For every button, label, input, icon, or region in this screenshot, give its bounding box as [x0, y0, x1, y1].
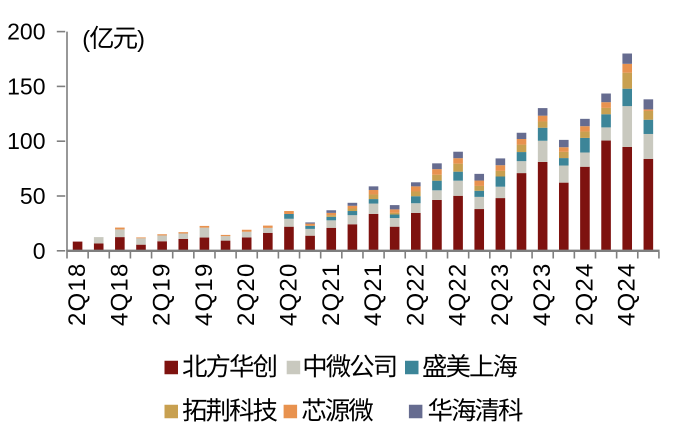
svg-text:2Q21: 2Q21 — [318, 263, 345, 327]
svg-text:2Q23: 2Q23 — [487, 263, 514, 327]
svg-text:): ) — [137, 26, 145, 52]
svg-text:2Q20: 2Q20 — [233, 263, 260, 327]
svg-text:2Q19: 2Q19 — [149, 263, 176, 327]
svg-text:50: 50 — [20, 183, 46, 209]
svg-text:4Q18: 4Q18 — [106, 263, 133, 327]
svg-text:2Q24: 2Q24 — [571, 263, 598, 327]
svg-text:100: 100 — [7, 128, 45, 154]
svg-text:200: 200 — [7, 19, 45, 45]
svg-text:4Q24: 4Q24 — [614, 263, 641, 327]
svg-text:4Q20: 4Q20 — [275, 263, 302, 327]
svg-text:2Q22: 2Q22 — [402, 263, 429, 327]
svg-text:(: ( — [82, 26, 90, 52]
svg-text:4Q19: 4Q19 — [191, 263, 218, 327]
svg-text:4Q22: 4Q22 — [445, 262, 472, 326]
svg-text:4Q21: 4Q21 — [360, 263, 387, 327]
svg-text:150: 150 — [7, 73, 45, 99]
svg-text:0: 0 — [33, 238, 46, 264]
svg-text:2Q18: 2Q18 — [64, 263, 91, 327]
svg-text:4Q23: 4Q23 — [529, 263, 556, 327]
